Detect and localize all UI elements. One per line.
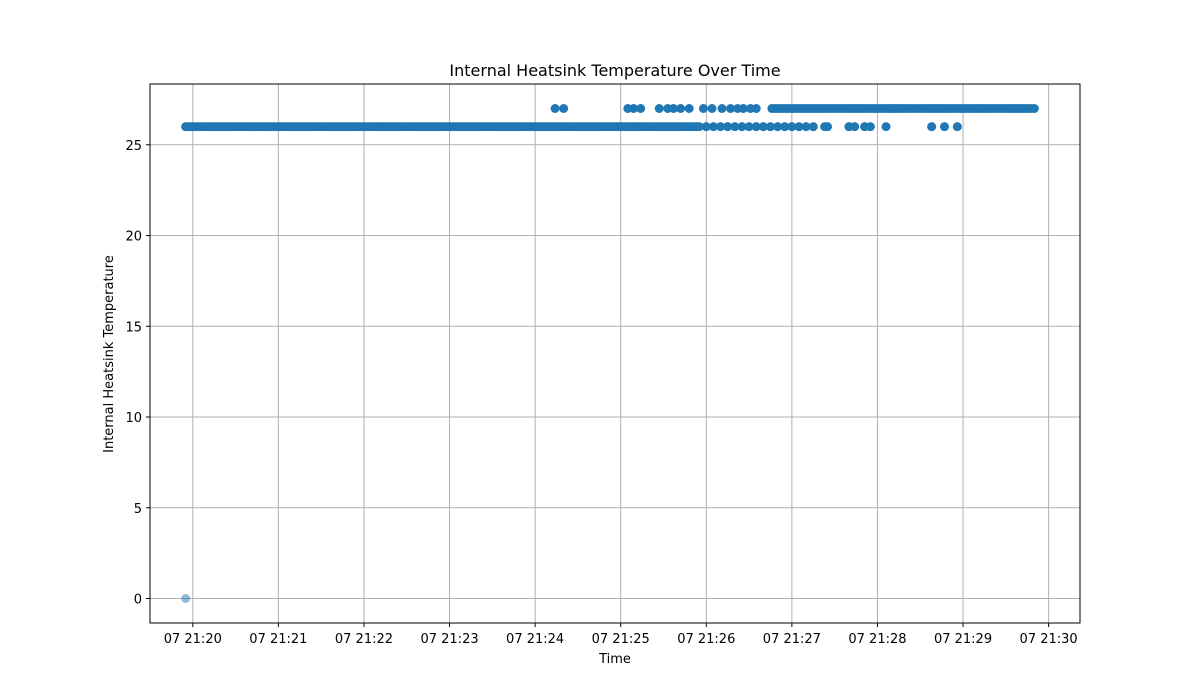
data-point [751, 104, 761, 113]
chart-title: Internal Heatsink Temperature Over Time [449, 61, 780, 80]
data-point [773, 122, 783, 132]
data-point [1029, 104, 1039, 113]
x-tick-label: 07 21:29 [934, 632, 992, 647]
x-tick-label: 07 21:20 [164, 632, 222, 647]
data-point [751, 122, 761, 132]
y-axis: 0 5 10 15 20 25 [125, 139, 150, 608]
data-point [668, 104, 678, 113]
x-tick-label: 07 21:25 [592, 632, 650, 647]
data-point [758, 122, 768, 132]
x-tick-label: 07 21:21 [249, 632, 307, 647]
data-point [939, 122, 949, 132]
x-tick-label: 07 21:30 [1020, 632, 1078, 647]
x-tick-label: 07 21:22 [335, 632, 393, 647]
data-point [559, 104, 569, 113]
data-point [708, 122, 718, 132]
y-axis-label: Internal Heatsink Temperature [102, 255, 117, 453]
data-point [787, 122, 797, 132]
data-point [723, 122, 733, 132]
y-tick-label: 25 [125, 139, 142, 154]
data-point [550, 104, 560, 113]
data-point [794, 122, 804, 132]
data-point [865, 122, 875, 132]
data-point [676, 104, 686, 113]
y-tick-label: 20 [125, 230, 142, 245]
plot-frame [149, 83, 1081, 624]
data-point [629, 104, 639, 113]
data-point [730, 122, 740, 132]
data-point [780, 122, 790, 132]
data-point [737, 122, 747, 132]
x-tick-label: 07 21:28 [848, 632, 906, 647]
x-axis: 07 21:20 07 21:21 07 21:22 07 21:23 07 21:24… [164, 623, 1078, 647]
y-tick-label: 0 [134, 593, 142, 608]
data-point [744, 122, 754, 132]
y-tick-label: 15 [125, 320, 142, 335]
data-point [726, 104, 736, 113]
data-point [654, 104, 664, 113]
data-point [808, 122, 818, 132]
data-point [765, 122, 775, 132]
data-point [823, 122, 833, 132]
data-point [801, 122, 811, 132]
data-point [684, 104, 694, 113]
data-point [717, 104, 727, 113]
grid [150, 84, 1080, 623]
data-point [701, 122, 711, 132]
data-point [707, 104, 717, 113]
data-point [698, 104, 708, 113]
x-tick-label: 07 21:27 [763, 632, 821, 647]
x-tick-label: 07 21:26 [677, 632, 735, 647]
data-point [738, 104, 748, 113]
y-tick-label: 10 [125, 411, 142, 426]
data-point [927, 122, 937, 132]
data-point [850, 122, 860, 132]
data-point [636, 104, 646, 113]
x-tick-label: 07 21:24 [506, 632, 564, 647]
data-point [181, 594, 191, 603]
data-point [716, 122, 726, 132]
x-tick-label: 07 21:23 [420, 632, 478, 647]
data-point [881, 122, 891, 132]
y-tick-label: 5 [134, 502, 142, 517]
data-point [694, 122, 704, 132]
data-points [181, 104, 1039, 603]
x-axis-label: Time [598, 652, 631, 667]
data-point [952, 122, 962, 132]
